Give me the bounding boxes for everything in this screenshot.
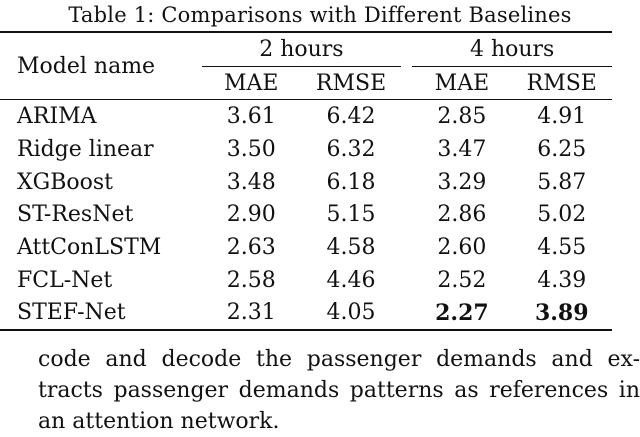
value-cell: 2.85 [437,104,487,130]
paragraph-line: code and decode the passenger demands an… [38,347,640,372]
metric-header: MAE [434,70,490,96]
model-cell: STEF-Net [17,300,126,326]
table-row: STEF-Net 2.31 4.05 2.27 3.89 [0,297,612,331]
header-row-groups: Model name 2 hours 4 hours [0,32,612,79]
header-row-metrics: MAE RMSE MAE RMSE [0,66,612,100]
table-row: FCL-Net 2.58 4.46 2.52 4.39 [0,264,612,297]
model-cell: AttConLSTM [17,234,162,260]
value-cell: 6.18 [326,169,376,195]
value-cell: 3.61 [226,104,276,130]
value-cell: 5.02 [537,202,587,228]
table-row: ST-ResNet 2.90 5.15 2.86 5.02 [0,198,612,231]
value-cell: 2.52 [437,267,487,293]
model-cell: ARIMA [17,104,97,130]
table-row: Ridge linear 3.50 6.32 3.47 6.25 [0,133,612,166]
value-cell: 3.48 [226,169,276,195]
value-cell: 2.90 [226,202,276,228]
best-value-cell: 2.27 [435,299,489,326]
group-header-4-hours: 4 hours [412,32,612,67]
metric-header: RMSE [526,70,597,96]
body-paragraph: code and decode the passenger demands an… [38,344,640,437]
best-value-cell: 3.89 [534,299,589,326]
value-cell: 4.58 [326,234,376,260]
value-cell: 2.31 [226,300,276,326]
value-cell: 4.46 [326,267,376,293]
metric-header: MAE [223,70,279,96]
model-cell: XGBoost [17,169,114,195]
value-cell: 3.47 [437,136,487,162]
model-cell: ST-ResNet [17,202,134,228]
model-cell: Ridge linear [17,136,154,162]
value-cell: 4.91 [537,104,587,130]
results-table: Model name 2 hours 4 hours MAE RMSE MAE … [0,31,612,331]
value-cell: 3.50 [226,136,276,162]
paragraph-line: an attention network. [38,409,280,434]
model-name-header: Model name [17,53,156,79]
group-header-2-hours: 2 hours [201,32,402,67]
table-row: ARIMA 3.61 6.42 2.85 4.91 [0,99,612,133]
value-cell: 2.58 [226,267,276,293]
value-cell: 4.39 [537,267,587,293]
value-cell: 6.42 [326,104,376,130]
table-caption: Table 1: Comparisons with Different Base… [68,3,572,27]
value-cell: 2.60 [437,234,487,260]
table-row: AttConLSTM 2.63 4.58 2.60 4.55 [0,231,612,264]
value-cell: 4.55 [537,234,587,260]
value-cell: 2.86 [437,202,487,228]
value-cell: 6.25 [537,136,587,162]
table-row: XGBoost 3.48 6.18 3.29 5.87 [0,166,612,199]
value-cell: 5.15 [326,202,376,228]
metric-header: RMSE [315,70,387,96]
value-cell: 5.87 [537,169,587,195]
value-cell: 2.63 [226,234,276,260]
value-cell: 3.29 [437,169,487,195]
value-cell: 6.32 [326,136,376,162]
model-cell: FCL-Net [17,267,113,293]
paragraph-line: tracts passenger demands patterns as ref… [38,378,640,403]
value-cell: 4.05 [326,300,376,326]
